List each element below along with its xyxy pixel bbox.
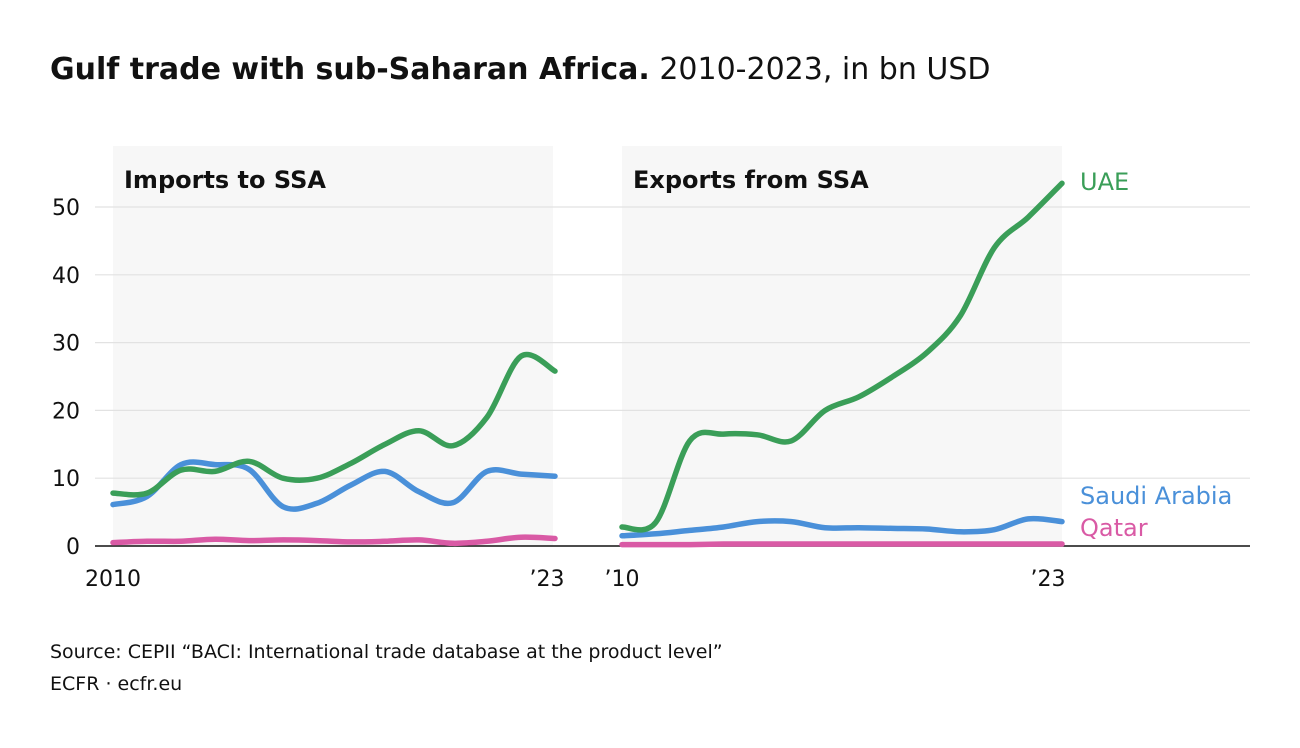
source-note: Source: CEPII “BACI: International trade… xyxy=(50,636,723,700)
panel-backgrounds xyxy=(113,146,1062,546)
panel-title-exports: Exports from SSA xyxy=(633,166,869,194)
panel-background-exports xyxy=(622,146,1062,546)
series-label-uae: UAE xyxy=(1080,168,1129,196)
chart-title-bold: Gulf trade with sub-Saharan Africa. xyxy=(50,52,650,87)
chart-title-subtitle: 2010-2023, in bn USD xyxy=(659,52,991,87)
series-line-exports-saudi xyxy=(619,515,1065,539)
axis-labels: 0 10 20 30 40 50 Imports to SSA 2010 ’23 Exports … xyxy=(52,166,1066,592)
y-tick-label-30: 30 xyxy=(52,332,80,357)
x-tick-label-imports-start: 2010 xyxy=(85,567,141,592)
series-lines xyxy=(110,180,1065,548)
series-label-saudi: Saudi Arabia xyxy=(1080,482,1232,510)
x-tick-label-exports-end: ’23 xyxy=(1031,567,1066,592)
x-tick-label-imports-end: ’23 xyxy=(530,567,565,592)
series-label-qatar: Qatar xyxy=(1080,514,1148,542)
panel-background-imports xyxy=(113,146,553,546)
series-line-exports-uae xyxy=(619,180,1065,533)
y-tick-label-10: 10 xyxy=(52,467,80,492)
source-line: Source: CEPII “BACI: International trade… xyxy=(50,641,723,663)
series-line-imports-qatar xyxy=(110,534,558,547)
chart-title: Gulf trade with sub-Saharan Africa. 2010… xyxy=(50,52,990,87)
series-line-imports-uae xyxy=(110,351,558,498)
x-tick-label-exports-start: ’10 xyxy=(605,567,640,592)
series-line-imports-saudi xyxy=(110,459,558,512)
y-tick-label-50: 50 xyxy=(52,196,80,221)
y-tick-label-20: 20 xyxy=(52,399,80,424)
series-line-exports-qatar xyxy=(619,541,1065,548)
panel-title-imports: Imports to SSA xyxy=(124,166,326,194)
y-tick-label-40: 40 xyxy=(52,264,80,289)
series-labels: UAE Saudi Arabia Qatar xyxy=(1080,168,1232,542)
y-tick-label-0: 0 xyxy=(66,535,80,560)
publisher-line: ECFR · ecfr.eu xyxy=(50,673,183,695)
